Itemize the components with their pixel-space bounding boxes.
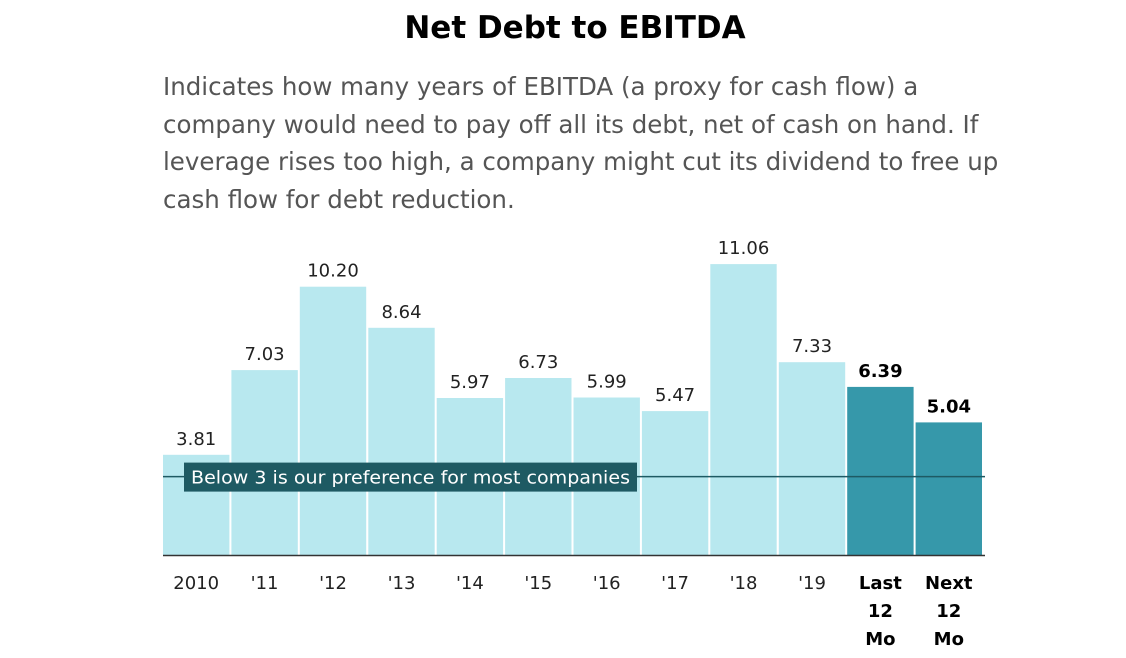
x-tick-label-7: '17 xyxy=(661,573,689,594)
chart-title: Net Debt to EBITDA xyxy=(404,10,746,46)
x-tick-label-10-2: Mo xyxy=(865,629,895,650)
bar-7 xyxy=(641,411,709,555)
x-tick-label-10-0: Last xyxy=(859,573,902,594)
x-tick-label-11-2: Mo xyxy=(934,629,964,650)
x-tick-label-0: 2010 xyxy=(173,573,219,594)
x-tick-label-2: '12 xyxy=(319,573,347,594)
value-label-7: 5.47 xyxy=(655,385,695,406)
value-label-2: 10.20 xyxy=(307,261,359,282)
reference-label: Below 3 is our preference for most compa… xyxy=(191,468,630,489)
value-label-10: 6.39 xyxy=(858,361,902,382)
bar-11 xyxy=(915,422,982,555)
x-tick-label-9: '19 xyxy=(798,573,826,594)
value-label-8: 11.06 xyxy=(718,238,770,259)
value-label-9: 7.33 xyxy=(792,336,832,357)
reference-label-box xyxy=(184,462,637,492)
x-tick-label-1: '11 xyxy=(251,573,279,594)
x-tick-label-10-1: 12 xyxy=(868,601,893,622)
chart-subtitle: Indicates how many years of EBITDA (a pr… xyxy=(163,72,999,214)
value-label-4: 5.97 xyxy=(450,372,490,393)
bar-10 xyxy=(847,386,914,555)
value-label-1: 7.03 xyxy=(245,344,285,365)
bar-2 xyxy=(299,286,367,555)
x-tick-label-11-1: 12 xyxy=(936,601,961,622)
value-label-0: 3.81 xyxy=(176,429,216,450)
x-tick-label-4: '14 xyxy=(456,573,484,594)
x-tick-label-5: '15 xyxy=(524,573,552,594)
value-label-3: 8.64 xyxy=(381,302,421,323)
value-label-6: 5.99 xyxy=(587,372,627,393)
value-label-11: 5.04 xyxy=(927,396,971,417)
x-tick-label-11-0: Next xyxy=(925,573,973,594)
x-tick-label-3: '13 xyxy=(388,573,416,594)
value-label-5: 6.73 xyxy=(518,352,558,373)
bar-1 xyxy=(231,370,298,555)
x-tick-label-8: '18 xyxy=(730,573,758,594)
x-tick-label-6: '16 xyxy=(593,573,621,594)
bar-9 xyxy=(778,362,846,555)
bar-3 xyxy=(368,327,435,555)
bar-8 xyxy=(710,264,777,555)
